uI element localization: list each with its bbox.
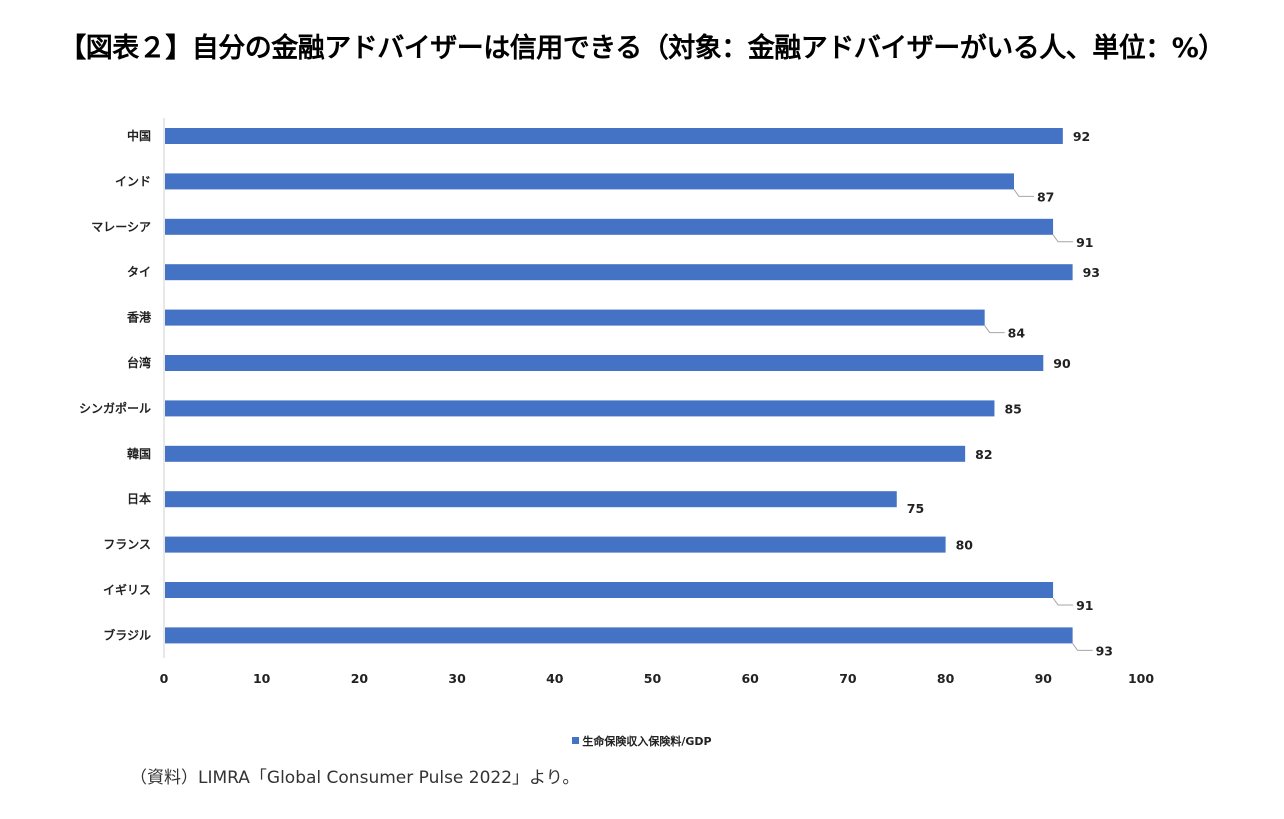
x-tick-label: 0	[160, 671, 169, 686]
category-label: インド	[115, 174, 151, 188]
category-label: ブラジル	[103, 627, 151, 642]
x-tick-label: 100	[1128, 671, 1154, 686]
bar-8	[165, 491, 897, 508]
data-label: 85	[1004, 401, 1021, 416]
x-tick-label: 10	[253, 671, 271, 686]
legend-swatch-icon	[572, 737, 580, 744]
bar-1	[165, 173, 1014, 190]
x-tick-label: 20	[351, 671, 369, 686]
data-label: 87	[1037, 189, 1054, 204]
leader-line	[1052, 597, 1074, 606]
bar-4	[165, 309, 985, 326]
data-label: 75	[907, 501, 924, 516]
leader-line	[1052, 234, 1074, 243]
data-label: 93	[1096, 643, 1113, 658]
data-label: 80	[956, 538, 974, 553]
category-label: 日本	[127, 491, 151, 506]
chart-title: 【図表２】自分の金融アドバイザーは信用できる（対象：金融アドバイザーがいる人、単…	[59, 33, 1225, 64]
x-tick-labels: 0 10 20 30 40 50 60 70 80 90 100	[160, 671, 1155, 686]
legend: 生命保険収入保険料/GDP	[0, 733, 1284, 749]
category-label: 韓国	[127, 446, 151, 461]
leader-line	[1013, 189, 1034, 197]
bar-7	[165, 445, 966, 462]
bar-9	[165, 536, 946, 553]
bar-0	[165, 128, 1063, 144]
data-label: 93	[1083, 265, 1100, 280]
x-tick-label: 70	[839, 671, 857, 686]
bar-6	[165, 400, 995, 417]
bar-2	[165, 218, 1054, 235]
data-label: 91	[1076, 235, 1093, 250]
data-label: 90	[1053, 356, 1071, 371]
source-note: （資料）LIMRA「Global Consumer Pulse 2022」より。	[130, 768, 580, 788]
bar-3	[165, 264, 1073, 281]
category-label: シンガポール	[79, 400, 151, 415]
bars-group	[165, 128, 1073, 644]
x-tick-label: 80	[937, 671, 955, 686]
x-tick-label: 60	[741, 671, 759, 686]
data-label: 92	[1073, 129, 1090, 144]
data-label: 91	[1076, 598, 1093, 613]
category-label: イギリス	[103, 582, 151, 597]
data-labels: 92 87 91 93 84 90 85 82 75 80 91 93	[907, 129, 1113, 658]
x-tick-label: 90	[1035, 671, 1053, 686]
data-label: 82	[975, 447, 992, 462]
data-label: 84	[1008, 326, 1026, 341]
legend-label: 生命保険収入保険料/GDP	[582, 735, 712, 748]
category-label: フランス	[103, 538, 151, 552]
x-tick-label: 40	[546, 671, 564, 686]
leader-line	[984, 325, 1005, 334]
x-tick-label: 50	[644, 671, 662, 686]
x-tick-label: 30	[448, 671, 466, 686]
category-label: タイ	[127, 265, 151, 279]
category-label: 中国	[127, 128, 151, 143]
bar-10	[165, 582, 1054, 598]
bar-5	[165, 355, 1044, 371]
bar-11	[165, 627, 1073, 644]
category-label: 台湾	[127, 355, 151, 370]
leader-line	[1072, 643, 1093, 651]
category-label: マレーシア	[91, 220, 151, 234]
category-label: 香港	[126, 310, 152, 325]
